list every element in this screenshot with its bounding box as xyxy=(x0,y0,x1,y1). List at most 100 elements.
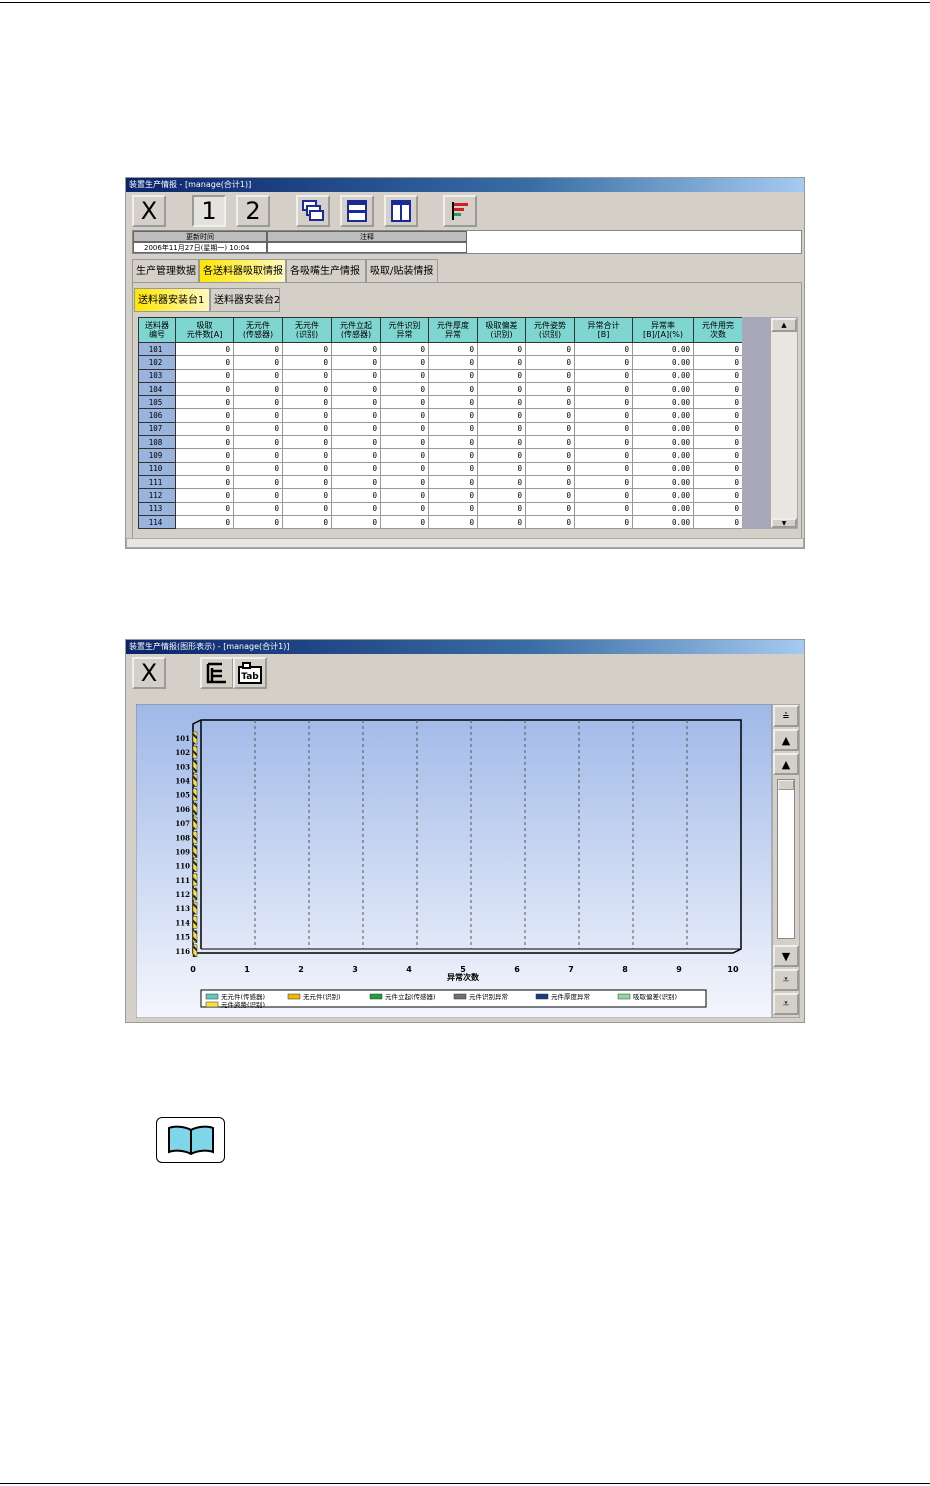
table-row[interactable]: 111 0 0 0 0 0 0 0 0 0 0.00 0 xyxy=(138,474,743,490)
tile-horizontal-button[interactable] xyxy=(340,195,374,227)
cell: 0 xyxy=(693,488,743,503)
y-tick-label: 107 xyxy=(175,819,190,828)
cell: 0 xyxy=(574,501,633,516)
column-header[interactable]: 元件姿势 (识别) xyxy=(525,317,575,343)
column-header[interactable]: 送料器 编号 xyxy=(138,317,176,343)
cell: 0 xyxy=(233,514,283,530)
page-1-button[interactable]: 1 xyxy=(192,195,226,227)
cell: 0 xyxy=(428,461,478,476)
tile-vertical-icon xyxy=(391,200,411,222)
bar-103 xyxy=(192,760,198,773)
scroll-top-button[interactable]: ⩮ xyxy=(773,705,799,727)
cell: 0 xyxy=(175,435,234,450)
cell: 0 xyxy=(477,448,526,463)
tab-3[interactable]: 吸取/贴装情报 xyxy=(366,259,438,283)
tab-1[interactable]: 各送料器吸取情报 xyxy=(199,259,286,283)
scroll-up-button[interactable]: ▲ xyxy=(771,318,797,332)
cell: 0 xyxy=(331,408,381,423)
column-header[interactable]: 异常合计 [B] xyxy=(574,317,633,343)
scroll-page-down-button[interactable]: ⩡ xyxy=(773,969,799,991)
column-header-line: 送料器 xyxy=(145,321,169,330)
scroll-bottom-button[interactable]: ⩡ xyxy=(773,993,799,1015)
tile-vertical-button[interactable] xyxy=(384,195,418,227)
cell: 0 xyxy=(233,408,283,423)
feeder-number: 104 xyxy=(138,381,176,397)
horizontal-scrollbar[interactable] xyxy=(126,538,804,548)
table-row[interactable]: 112 0 0 0 0 0 0 0 0 0 0.00 0 xyxy=(138,488,743,503)
table-row[interactable]: 106 0 0 0 0 0 0 0 0 0 0.00 0 xyxy=(138,408,743,423)
scroll-page-up-button[interactable]: ▲ xyxy=(773,729,799,751)
legend-swatch xyxy=(287,993,301,1000)
column-header[interactable]: 无元件 (传感器) xyxy=(233,317,283,343)
y-tick-label: 108 xyxy=(175,833,190,842)
bar-115 xyxy=(192,930,198,943)
cell: 0 xyxy=(282,501,332,516)
bar-113 xyxy=(192,901,198,915)
cell: 0 xyxy=(282,488,332,503)
vertical-scrollbar[interactable]: ▲ ▼ xyxy=(770,317,798,529)
feeder-number: 108 xyxy=(138,435,176,450)
scroll-down-button[interactable]: ▼ xyxy=(771,518,797,528)
cell: 0 xyxy=(233,488,283,503)
column-header[interactable]: 吸取偏差 (识别) xyxy=(477,317,526,343)
feeder-number: 109 xyxy=(138,448,176,463)
scroll-down-button[interactable]: ▼ xyxy=(773,945,799,967)
column-header-line: 编号 xyxy=(149,330,165,339)
chart-legend xyxy=(200,989,707,1008)
cell: 0 xyxy=(428,341,478,357)
table-row[interactable]: 103 0 0 0 0 0 0 0 0 0 0.00 0 xyxy=(138,368,743,383)
table-row[interactable]: 113 0 0 0 0 0 0 0 0 0 0.00 0 xyxy=(138,501,743,516)
table-row[interactable]: 104 0 0 0 0 0 0 0 0 0 0.00 0 xyxy=(138,381,743,397)
cell: 0 xyxy=(693,355,743,370)
close-button[interactable]: X xyxy=(132,195,166,227)
bar-108 xyxy=(192,831,198,844)
scroll-up-button[interactable]: ▲ xyxy=(773,753,799,775)
page-2-button[interactable]: 2 xyxy=(236,195,270,227)
cell: 0 xyxy=(380,448,429,463)
column-header-line: (识别) xyxy=(295,330,319,339)
svg-text:Tab: Tab xyxy=(241,672,259,682)
column-header[interactable]: 元件识别 异常 xyxy=(380,317,429,343)
column-header[interactable]: 元件厚度 异常 xyxy=(428,317,478,343)
column-header-line: 元件数[A] xyxy=(186,330,223,339)
graph-view-button[interactable] xyxy=(443,195,477,227)
table-row[interactable]: 107 0 0 0 0 0 0 0 0 0 0.00 0 xyxy=(138,421,743,437)
table-row[interactable]: 102 0 0 0 0 0 0 0 0 0 0.00 0 xyxy=(138,355,743,370)
scroll-thumb[interactable] xyxy=(778,780,794,790)
table-row[interactable]: 101 0 0 0 0 0 0 0 0 0 0.00 0 xyxy=(138,341,743,357)
table-row[interactable]: 108 0 0 0 0 0 0 0 0 0 0.00 0 xyxy=(138,435,743,450)
tab-view-button[interactable]: Tab xyxy=(233,657,267,689)
column-header[interactable]: 元件用完 次数 xyxy=(693,317,743,343)
table-row[interactable]: 109 0 0 0 0 0 0 0 0 0 0.00 0 xyxy=(138,448,743,463)
cell: 0 xyxy=(233,448,283,463)
cell: 0.00 xyxy=(632,408,694,423)
subtab-1[interactable]: 送料器安装台2 xyxy=(210,288,280,312)
scroll-track[interactable] xyxy=(777,779,795,939)
tree-view-button[interactable] xyxy=(200,657,234,689)
feeder-number: 106 xyxy=(138,408,176,423)
cell: 0 xyxy=(233,461,283,476)
bar-114 xyxy=(192,916,198,929)
subtab-0[interactable]: 送料器安装台1 xyxy=(134,288,210,312)
cell: 0 xyxy=(428,448,478,463)
column-header[interactable]: 吸取 元件数[A] xyxy=(175,317,234,343)
tab-2[interactable]: 各吸嘴生产情报 xyxy=(286,259,366,283)
table-row[interactable]: 110 0 0 0 0 0 0 0 0 0 0.00 0 xyxy=(138,461,743,476)
cell: 0 xyxy=(574,381,633,397)
cell: 0 xyxy=(380,395,429,410)
table-row[interactable]: 105 0 0 0 0 0 0 0 0 0 0.00 0 xyxy=(138,395,743,410)
y-tick-label: 111 xyxy=(175,876,190,885)
close-button[interactable]: X xyxy=(132,657,166,689)
cell: 0 xyxy=(428,395,478,410)
cell: 0 xyxy=(477,381,526,397)
cascade-windows-button[interactable] xyxy=(296,195,330,227)
cell: 0 xyxy=(428,474,478,490)
column-header[interactable]: 无元件 (识别) xyxy=(282,317,332,343)
tab-0[interactable]: 生产管理数据 xyxy=(132,259,199,283)
chart-scrollbar[interactable]: ⩮ ▲ ▲ ▼ ⩡ ⩡ xyxy=(772,704,800,1018)
cell: 0 xyxy=(233,435,283,450)
cell: 0 xyxy=(525,501,575,516)
column-header[interactable]: 元件立起 (传感器) xyxy=(331,317,381,343)
table-row[interactable]: 114 0 0 0 0 0 0 0 0 0 0.00 0 xyxy=(138,514,743,530)
column-header[interactable]: 异常率 [B]/[A](%) xyxy=(632,317,694,343)
